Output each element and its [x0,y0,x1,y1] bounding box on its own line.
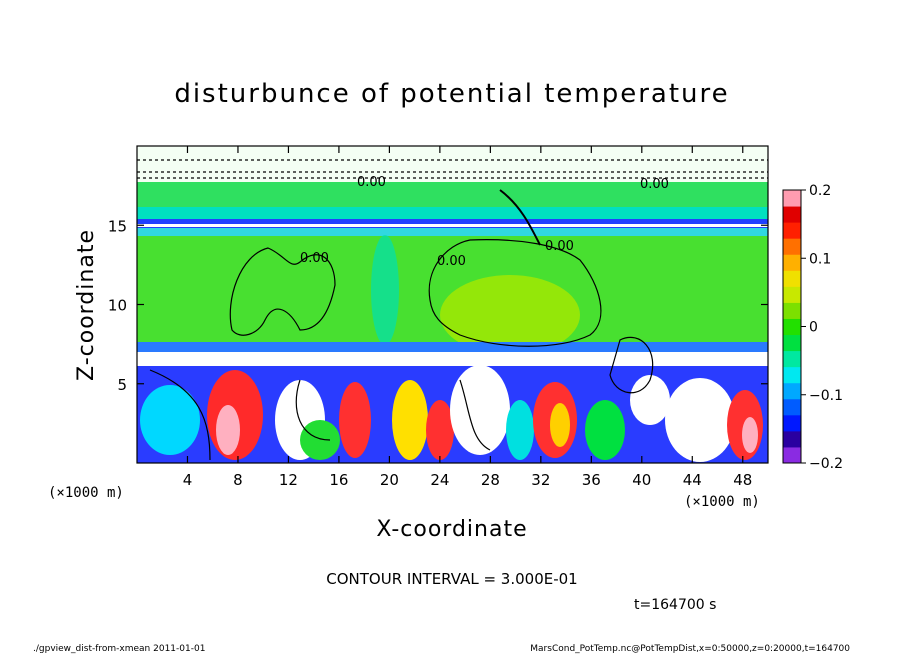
contour-labels: 0.00 0.00 0.00 0.00 0.00 [300,175,669,269]
colorbar-segment [783,286,801,303]
y-axis-label: Z-coordinate [74,229,99,381]
blue-band [137,219,768,228]
colorbar-tick-label: −0.2 [809,456,843,472]
contour-interval-text: CONTOUR INTERVAL = 3.000E-01 [326,570,577,588]
footer-left: ./gpview_dist-from-xmean 2011-01-01 [33,644,205,654]
colorbar-tick-label: 0 [809,320,818,336]
plot-area [137,146,768,463]
warm-patch [440,275,580,355]
colorbar-segment [783,206,801,223]
lower-cold-band [137,342,768,352]
x-axis-label: X-coordinate [376,517,527,542]
colorbar-segment [783,430,801,448]
colorbar-segment [783,334,801,352]
cyan-band [137,207,768,219]
x-tick-label: 48 [733,471,752,489]
colorbar-segment [783,270,801,287]
upper-green-band [137,182,768,207]
cool-column [371,235,399,345]
contour-label: 0.00 [357,175,386,190]
x-tick-label: 12 [279,471,298,489]
colorbar: 0.2 0.1 0 −0.1 −0.2 [782,183,843,472]
top-layer [137,146,768,182]
y-unit-label: (×1000 m) [48,485,124,501]
contour-label: 0.00 [437,254,466,269]
colorbar-segment [783,446,801,464]
x-tick-label: 16 [329,471,348,489]
contour-label: 0.00 [640,177,669,192]
time-text: t=164700 s [634,597,716,613]
contour-label: 0.00 [300,251,329,266]
colorbar-tick-label: −0.1 [809,388,843,404]
colorbar-tick-label: 0.2 [809,183,831,199]
blue-band-inner [137,224,768,227]
contour-lines [137,159,768,461]
colorbar-segment [783,302,801,319]
contour-label: 0.00 [545,239,574,254]
y-tick-label: 5 [117,376,127,394]
y-axis: 5 10 15 [108,217,768,394]
x-tick-label: 32 [531,471,550,489]
x-tick-label: 40 [632,471,651,489]
x-tick-label: 28 [481,471,500,489]
x-unit-label: (×1000 m) [684,494,760,510]
colorbar-segment [783,238,801,255]
colorbar-segment [783,222,801,239]
footer-right: MarsCond_PotTemp.nc@PotTempDist,x=0:5000… [530,644,850,654]
lower-white-band [137,352,768,366]
colorbar-segment [783,382,801,400]
x-tick-label: 4 [183,471,193,489]
colorbar-tick-label: 0.1 [809,251,831,267]
colorbar-segment [783,398,801,416]
colorbar-segment [783,318,801,336]
x-axis: 4 8 12 16 20 24 28 32 36 40 44 48 [183,146,752,489]
cyan-band-lower [137,228,768,236]
chart-title: disturbunce of potential temperature [174,79,729,109]
colorbar-segment [783,350,801,368]
x-tick-label: 36 [582,471,601,489]
x-tick-label: 8 [233,471,243,489]
convective-plumes [140,365,763,462]
colorbar-segment [783,190,801,207]
x-tick-label: 44 [683,471,702,489]
x-tick-label: 24 [430,471,449,489]
colorbar-segment [783,254,801,271]
colorbar-segment [783,414,801,432]
y-tick-label: 15 [108,217,127,235]
colorbar-segment [783,366,801,384]
y-tick-label: 10 [108,297,127,315]
x-tick-label: 20 [380,471,399,489]
